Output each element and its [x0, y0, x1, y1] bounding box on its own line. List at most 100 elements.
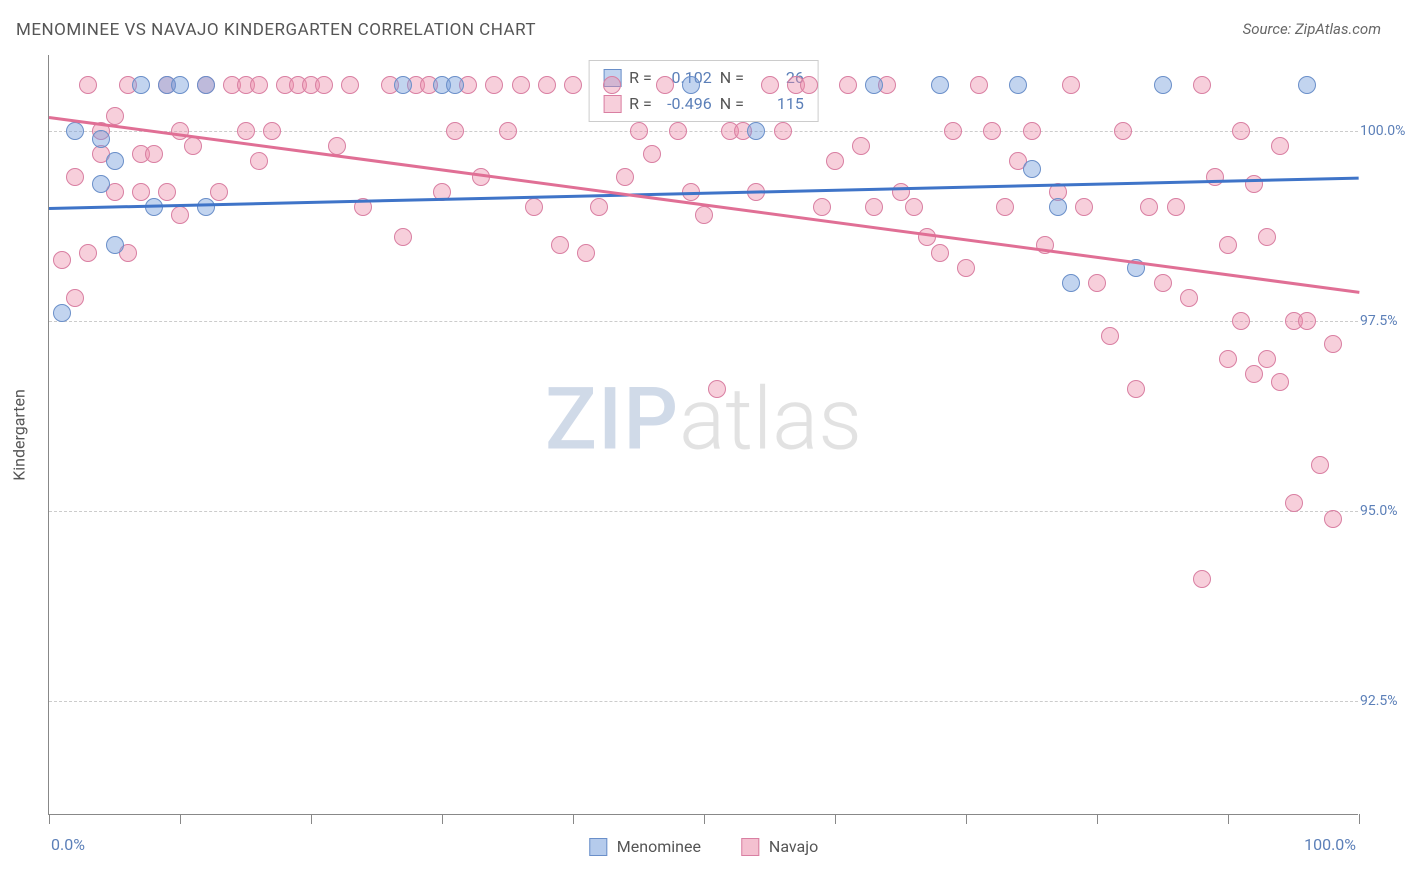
scatter-point-menominee	[132, 76, 150, 94]
scatter-point-navajo	[1311, 456, 1329, 474]
scatter-point-navajo	[892, 183, 910, 201]
scatter-point-navajo	[328, 137, 346, 155]
scatter-point-navajo	[210, 183, 228, 201]
scatter-point-navajo	[970, 76, 988, 94]
scatter-point-navajo	[1232, 312, 1250, 330]
scatter-point-navajo	[669, 122, 687, 140]
x-tick	[835, 814, 836, 824]
legend-item-navajo: Navajo	[741, 837, 818, 856]
scatter-point-navajo	[905, 198, 923, 216]
scatter-point-navajo	[918, 228, 936, 246]
scatter-point-navajo	[616, 168, 634, 186]
scatter-point-navajo	[79, 76, 97, 94]
scatter-point-navajo	[996, 198, 1014, 216]
x-tick	[704, 814, 705, 824]
scatter-point-navajo	[237, 122, 255, 140]
scatter-point-navajo	[79, 244, 97, 262]
y-tick-label: 100.0%	[1360, 123, 1406, 139]
scatter-point-navajo	[1180, 289, 1198, 307]
chart-title: MENOMINEE VS NAVAJO KINDERGARTEN CORRELA…	[16, 20, 536, 40]
scatter-point-navajo	[184, 137, 202, 155]
scatter-point-menominee	[197, 76, 215, 94]
scatter-point-navajo	[852, 137, 870, 155]
scatter-point-menominee	[1049, 198, 1067, 216]
scatter-point-navajo	[132, 183, 150, 201]
gridline	[49, 511, 1358, 512]
scatter-point-navajo	[1101, 327, 1119, 345]
legend-item-menominee: Menominee	[589, 837, 701, 856]
scatter-point-navajo	[865, 198, 883, 216]
stats-row-navajo: R = -0.496 N = 115	[603, 91, 804, 117]
scatter-point-navajo	[1167, 198, 1185, 216]
x-tick	[311, 814, 312, 824]
scatter-point-navajo	[643, 145, 661, 163]
scatter-point-navajo	[158, 183, 176, 201]
y-axis-label: Kindergarten	[10, 389, 29, 481]
scatter-point-navajo	[1088, 274, 1106, 292]
r-label: R =	[629, 65, 652, 91]
source-attribution: Source: ZipAtlas.com	[1243, 20, 1381, 38]
scatter-point-menominee	[865, 76, 883, 94]
scatter-point-menominee	[931, 76, 949, 94]
scatter-point-navajo	[630, 122, 648, 140]
scatter-point-navajo	[499, 122, 517, 140]
scatter-point-navajo	[66, 289, 84, 307]
scatter-point-navajo	[1271, 137, 1289, 155]
scatter-point-navajo	[512, 76, 530, 94]
scatter-point-navajo	[1140, 198, 1158, 216]
scatter-point-menominee	[106, 152, 124, 170]
scatter-point-navajo	[1062, 76, 1080, 94]
scatter-point-menominee	[53, 304, 71, 322]
scatter-point-navajo	[1245, 365, 1263, 383]
legend-swatch-navajo	[741, 838, 759, 856]
x-tick	[180, 814, 181, 824]
scatter-point-navajo	[944, 122, 962, 140]
swatch-navajo	[603, 95, 621, 113]
scatter-point-menominee	[1154, 76, 1172, 94]
scatter-point-navajo	[263, 122, 281, 140]
scatter-point-navajo	[1193, 570, 1211, 588]
scatter-point-navajo	[813, 198, 831, 216]
scatter-point-navajo	[708, 380, 726, 398]
scatter-point-menominee	[1009, 76, 1027, 94]
stats-legend: R = 0.102 N = 26 R = -0.496 N = 115	[588, 60, 819, 122]
scatter-point-navajo	[1206, 168, 1224, 186]
n-value-navajo: 115	[752, 91, 804, 117]
scatter-point-navajo	[66, 168, 84, 186]
r-label: R =	[629, 91, 652, 117]
scatter-point-navajo	[1258, 350, 1276, 368]
scatter-point-navajo	[53, 251, 71, 269]
scatter-point-navajo	[341, 76, 359, 94]
scatter-point-navajo	[839, 76, 857, 94]
scatter-point-menominee	[682, 76, 700, 94]
watermark-zip: ZIP	[545, 369, 679, 470]
x-tick	[1228, 814, 1229, 824]
scatter-point-navajo	[145, 145, 163, 163]
scatter-point-navajo	[1232, 122, 1250, 140]
scatter-point-navajo	[106, 107, 124, 125]
scatter-point-navajo	[250, 76, 268, 94]
scatter-point-navajo	[826, 152, 844, 170]
bottom-legend: Menominee Navajo	[589, 837, 818, 856]
scatter-point-menominee	[66, 122, 84, 140]
scatter-point-menominee	[747, 122, 765, 140]
scatter-point-navajo	[800, 76, 818, 94]
scatter-point-menominee	[92, 130, 110, 148]
scatter-point-menominee	[446, 76, 464, 94]
scatter-point-navajo	[1324, 335, 1342, 353]
scatter-point-navajo	[1127, 380, 1145, 398]
scatter-point-navajo	[1023, 122, 1041, 140]
scatter-point-navajo	[525, 198, 543, 216]
scatter-point-navajo	[446, 122, 464, 140]
scatter-point-navajo	[171, 206, 189, 224]
scatter-point-navajo	[1298, 312, 1316, 330]
scatter-point-navajo	[1193, 76, 1211, 94]
scatter-point-navajo	[538, 76, 556, 94]
scatter-point-menominee	[394, 76, 412, 94]
y-tick-label: 97.5%	[1360, 313, 1406, 329]
scatter-point-navajo	[603, 76, 621, 94]
scatter-point-navajo	[1219, 236, 1237, 254]
x-tick	[442, 814, 443, 824]
scatter-point-navajo	[957, 259, 975, 277]
scatter-point-navajo	[394, 228, 412, 246]
